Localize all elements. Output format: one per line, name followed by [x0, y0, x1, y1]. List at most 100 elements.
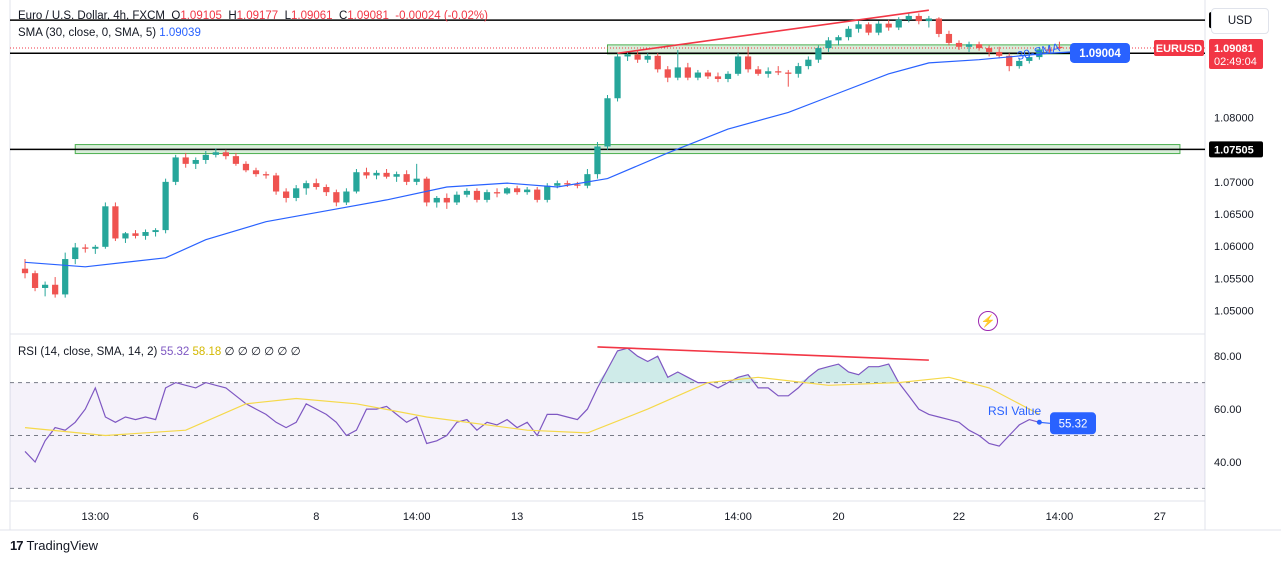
- candle-body: [835, 37, 842, 41]
- candle-body: [845, 28, 852, 38]
- rsi-legend: RSI (14, close, SMA, 14, 2) 55.32 58.18 …: [18, 344, 301, 358]
- candle-body: [815, 48, 822, 60]
- rsi-annotation: RSI Value: [988, 404, 1041, 418]
- candle-body: [775, 71, 782, 73]
- candle-body: [383, 172, 390, 177]
- candle-body: [202, 154, 209, 160]
- candle-body: [534, 189, 541, 200]
- candle-body: [262, 174, 270, 176]
- candle-body: [112, 206, 119, 239]
- candle-body: [744, 56, 752, 70]
- candle-body: [945, 33, 953, 43]
- candle-body: [102, 206, 109, 247]
- time-tick-label: 14:00: [724, 511, 752, 523]
- candle-body: [72, 247, 79, 260]
- candle-body: [614, 56, 621, 99]
- rsi-pane: RSI Value: [10, 346, 1205, 489]
- sma-value-tag-text: 1.09004: [1079, 48, 1121, 60]
- candle-body: [252, 170, 260, 175]
- candle-body: [975, 44, 983, 49]
- rsi-value-pointer: [1039, 421, 1051, 424]
- time-tick-label: 14:00: [403, 511, 431, 523]
- candle-body: [734, 56, 742, 74]
- price-tick-label: 1.05000: [1214, 305, 1254, 317]
- candlestick-series: [21, 13, 1063, 298]
- candle-body: [865, 24, 872, 33]
- candle-body: [875, 23, 882, 33]
- rsi-value-tag-text: 55.32: [1059, 418, 1088, 430]
- sma-annotation: 30-SMA: [1016, 40, 1061, 63]
- candle-body: [182, 157, 189, 164]
- candle-body: [423, 178, 430, 203]
- candle-body: [21, 268, 29, 274]
- rsi-tick-label: 40.00: [1214, 457, 1242, 469]
- candle-body: [905, 15, 912, 20]
- lightning-bolt-icon[interactable]: ⚡: [978, 311, 998, 331]
- candle-body: [433, 197, 440, 203]
- price-tick-label: 1.08000: [1214, 113, 1254, 125]
- candle-body: [765, 71, 772, 74]
- time-tick-label: 27: [1154, 511, 1166, 523]
- high-value: 1.09177: [236, 10, 279, 22]
- candle-body: [283, 191, 290, 198]
- candle-body: [162, 181, 169, 231]
- close-label: C: [338, 10, 348, 22]
- candle-body: [564, 183, 571, 185]
- candle-body: [62, 259, 69, 295]
- candle-body: [915, 15, 922, 22]
- candle-body: [363, 172, 370, 176]
- symbol-tag: [1154, 40, 1204, 57]
- candle-body: [965, 44, 973, 47]
- low-label: L: [284, 10, 291, 22]
- rsi-overbought-fill-2: [798, 364, 899, 383]
- open-label: O: [171, 10, 181, 22]
- price-tick-label: 1.05500: [1214, 273, 1254, 285]
- candle-body: [473, 190, 481, 200]
- candle-body: [152, 230, 159, 233]
- time-tick-label: 8: [313, 511, 319, 523]
- candle-body: [925, 18, 932, 22]
- time-tick-label: 13:00: [82, 511, 110, 523]
- candle-body: [514, 188, 521, 193]
- rsi-extras: ∅ ∅ ∅ ∅ ∅ ∅: [224, 346, 301, 358]
- candle-body: [524, 189, 531, 193]
- candle-body: [755, 69, 762, 74]
- candle-body: [664, 69, 671, 78]
- candle-body: [594, 146, 601, 175]
- chart-grid: [0, 0, 1281, 531]
- rsi-sma-line: [24, 376, 1040, 437]
- candle-body: [955, 42, 963, 47]
- candle-body: [805, 59, 812, 67]
- rsi-value: 55.32: [160, 346, 190, 358]
- candle-body: [393, 174, 400, 177]
- candle-body: [1016, 60, 1023, 67]
- sma-value-tag: [1070, 42, 1130, 63]
- rsi-tick-label: 60.00: [1214, 404, 1242, 416]
- candle-body: [41, 284, 49, 288]
- candle-body: [313, 183, 320, 188]
- change-value: -0.00024 (-0.02%): [395, 10, 488, 22]
- candle-body: [634, 54, 641, 60]
- candle-body: [323, 187, 330, 193]
- rsi-value-tag: [1050, 412, 1096, 435]
- candle-body: [463, 190, 471, 195]
- candle-body: [172, 157, 179, 182]
- candle-body: [272, 175, 280, 192]
- candle-body: [574, 184, 581, 186]
- rsi-label: RSI (14, close, SMA, 14, 2): [18, 346, 158, 358]
- tradingview-logo-icon: 17: [10, 538, 24, 553]
- candle-body: [785, 72, 792, 74]
- candle-body: [453, 194, 460, 203]
- current-price-text: 1.09081: [1214, 43, 1254, 55]
- sma-value: 1.09039: [159, 27, 201, 39]
- candle-body: [1036, 49, 1043, 58]
- currency-button[interactable]: USD: [1211, 8, 1269, 34]
- candle-body: [443, 197, 450, 203]
- candle-body: [142, 232, 149, 236]
- rsi-line: [24, 347, 1040, 464]
- tradingview-branding[interactable]: 17 TradingView: [10, 538, 98, 553]
- rsi-overbought-fill-0: [597, 348, 698, 383]
- candle-body: [674, 67, 681, 78]
